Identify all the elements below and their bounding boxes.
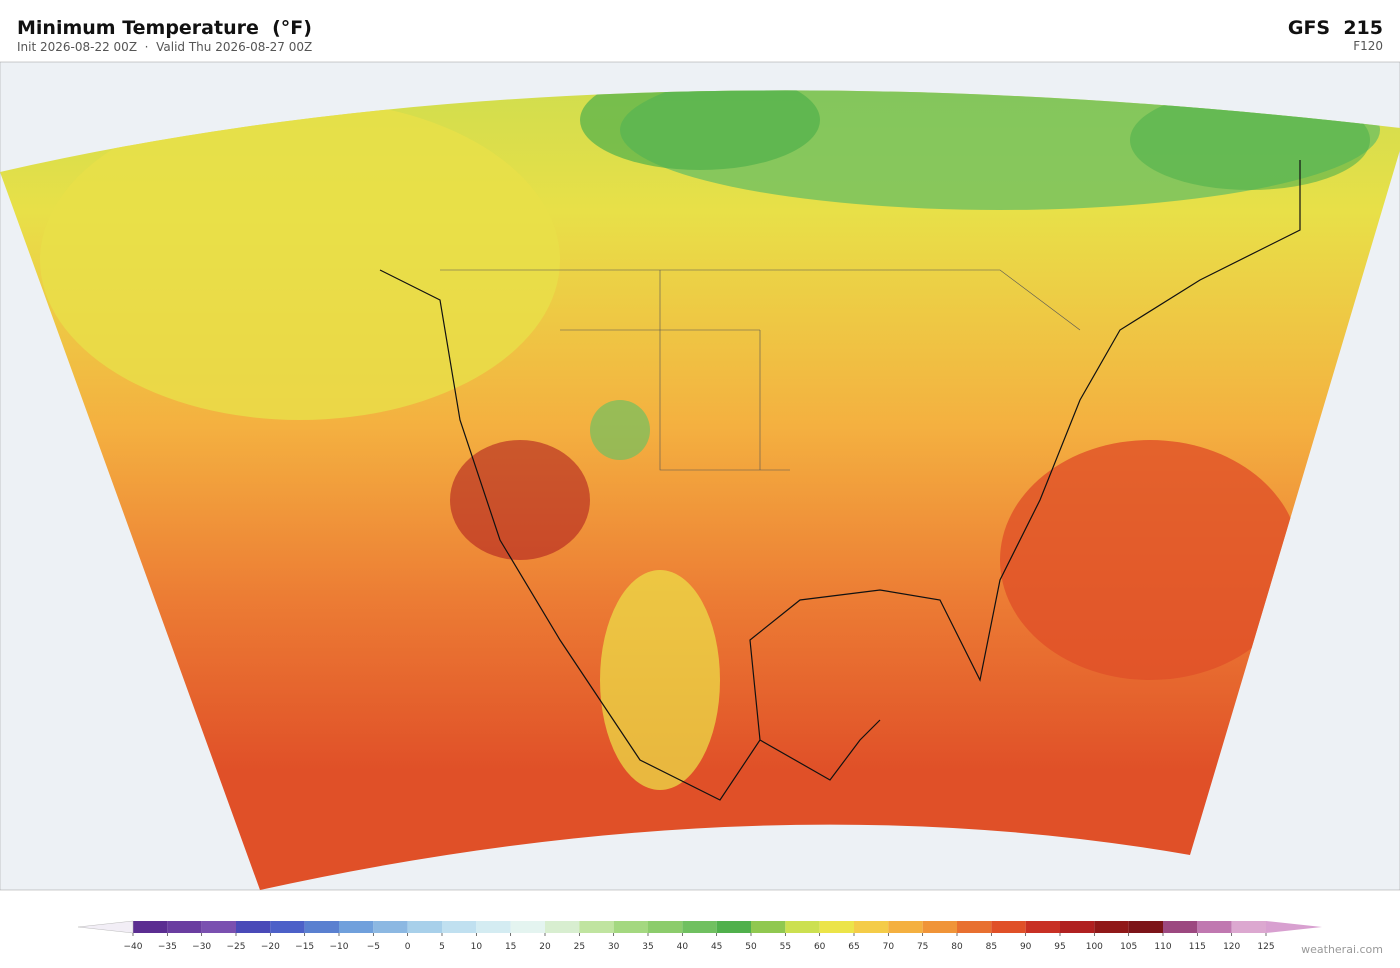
tick-label: 0 (405, 942, 411, 952)
colorbar-over (1266, 921, 1322, 933)
colorbar-segment (133, 921, 168, 933)
colorbar-segment (716, 921, 751, 933)
colorbar-segment (270, 921, 305, 933)
colorbar-segment (613, 921, 648, 933)
borders (440, 269, 1081, 471)
tick-label: −20 (261, 942, 280, 952)
colorbar: −40 −35 −30 −25 −20 −15 −10 −5 0 5 10 15 20 25 30 35 40 4… (77, 920, 1322, 952)
tick-label: 80 (951, 942, 963, 952)
colorbar-segment (545, 921, 580, 933)
colorbar-segment (236, 921, 271, 933)
tick-label: −30 (192, 942, 211, 952)
tick-label: −40 (124, 942, 143, 952)
colorbar-segment (1128, 921, 1163, 933)
colorbar-segment (682, 921, 717, 933)
colorbar-segment (510, 921, 545, 933)
credit: weatherai.com (1301, 943, 1383, 956)
colorbar-under (77, 920, 134, 934)
tick-label: 120 (1223, 942, 1240, 952)
colorbar-segment (339, 921, 374, 933)
colorbar-segment (1197, 921, 1232, 933)
colorbar-segment (888, 921, 923, 933)
colorbar-segment (407, 921, 442, 933)
tick-label: 35 (642, 942, 653, 952)
colorbar-segment (1094, 921, 1129, 933)
tick-label: 65 (848, 942, 859, 952)
colorbar-segment (1163, 921, 1198, 933)
colorbar-segment (373, 921, 408, 933)
colorbar-segment (854, 921, 889, 933)
tick-label: 30 (608, 942, 620, 952)
tick-label: 40 (677, 942, 689, 952)
tick-label: −25 (227, 942, 246, 952)
tick-label: 90 (1020, 942, 1032, 952)
model-label: GFS 215 (1288, 17, 1383, 39)
coastline (379, 160, 1301, 801)
tick-label: 100 (1086, 942, 1103, 952)
tick-label: 115 (1189, 942, 1206, 952)
colorbar-segment (819, 921, 854, 933)
colorbar-segment (991, 921, 1026, 933)
colorbar-segment (476, 921, 511, 933)
tick-label: 15 (505, 942, 516, 952)
title: Minimum Temperature (°F) (17, 17, 312, 39)
colorbar-segment (201, 921, 236, 933)
tick-label: 85 (986, 942, 997, 952)
colorbar-segment (785, 921, 820, 933)
tick-label: 50 (745, 942, 757, 952)
tick-label: 55 (780, 942, 791, 952)
tick-label: 75 (917, 942, 928, 952)
colorbar-segment (167, 921, 202, 933)
colorbar-segment (1060, 921, 1095, 933)
colorbar-segment (957, 921, 992, 933)
colorbar-segment (1231, 921, 1266, 933)
colorbar-segment (442, 921, 477, 933)
tick-label: 70 (883, 942, 895, 952)
map (0, 61, 1400, 891)
tick-label: −5 (367, 942, 380, 952)
colorbar-segment (304, 921, 339, 933)
tick-label: 110 (1154, 942, 1171, 952)
forecast-hour: F120 (1353, 39, 1383, 53)
tick-label: 45 (711, 942, 722, 952)
colorbar-segment (1025, 921, 1060, 933)
tick-label: −10 (330, 942, 349, 952)
colorbar-segment (648, 921, 683, 933)
tick-label: 105 (1120, 942, 1137, 952)
subtitle: Init 2026-08-22 00Z · Valid Thu 2026-08-… (17, 40, 312, 54)
tick-label: −15 (295, 942, 314, 952)
tick-label: 60 (814, 942, 826, 952)
tick-label: 20 (539, 942, 551, 952)
colorbar-segment (579, 921, 614, 933)
tick-label: 25 (574, 942, 585, 952)
colorbar-segment (922, 921, 957, 933)
tick-label: 95 (1054, 942, 1065, 952)
tick-label: −35 (158, 942, 177, 952)
tick-label: 10 (471, 942, 483, 952)
tick-label: 125 (1257, 942, 1274, 952)
tick-label: 5 (439, 942, 445, 952)
temperature-field (0, 90, 1400, 891)
colorbar-segment (751, 921, 786, 933)
